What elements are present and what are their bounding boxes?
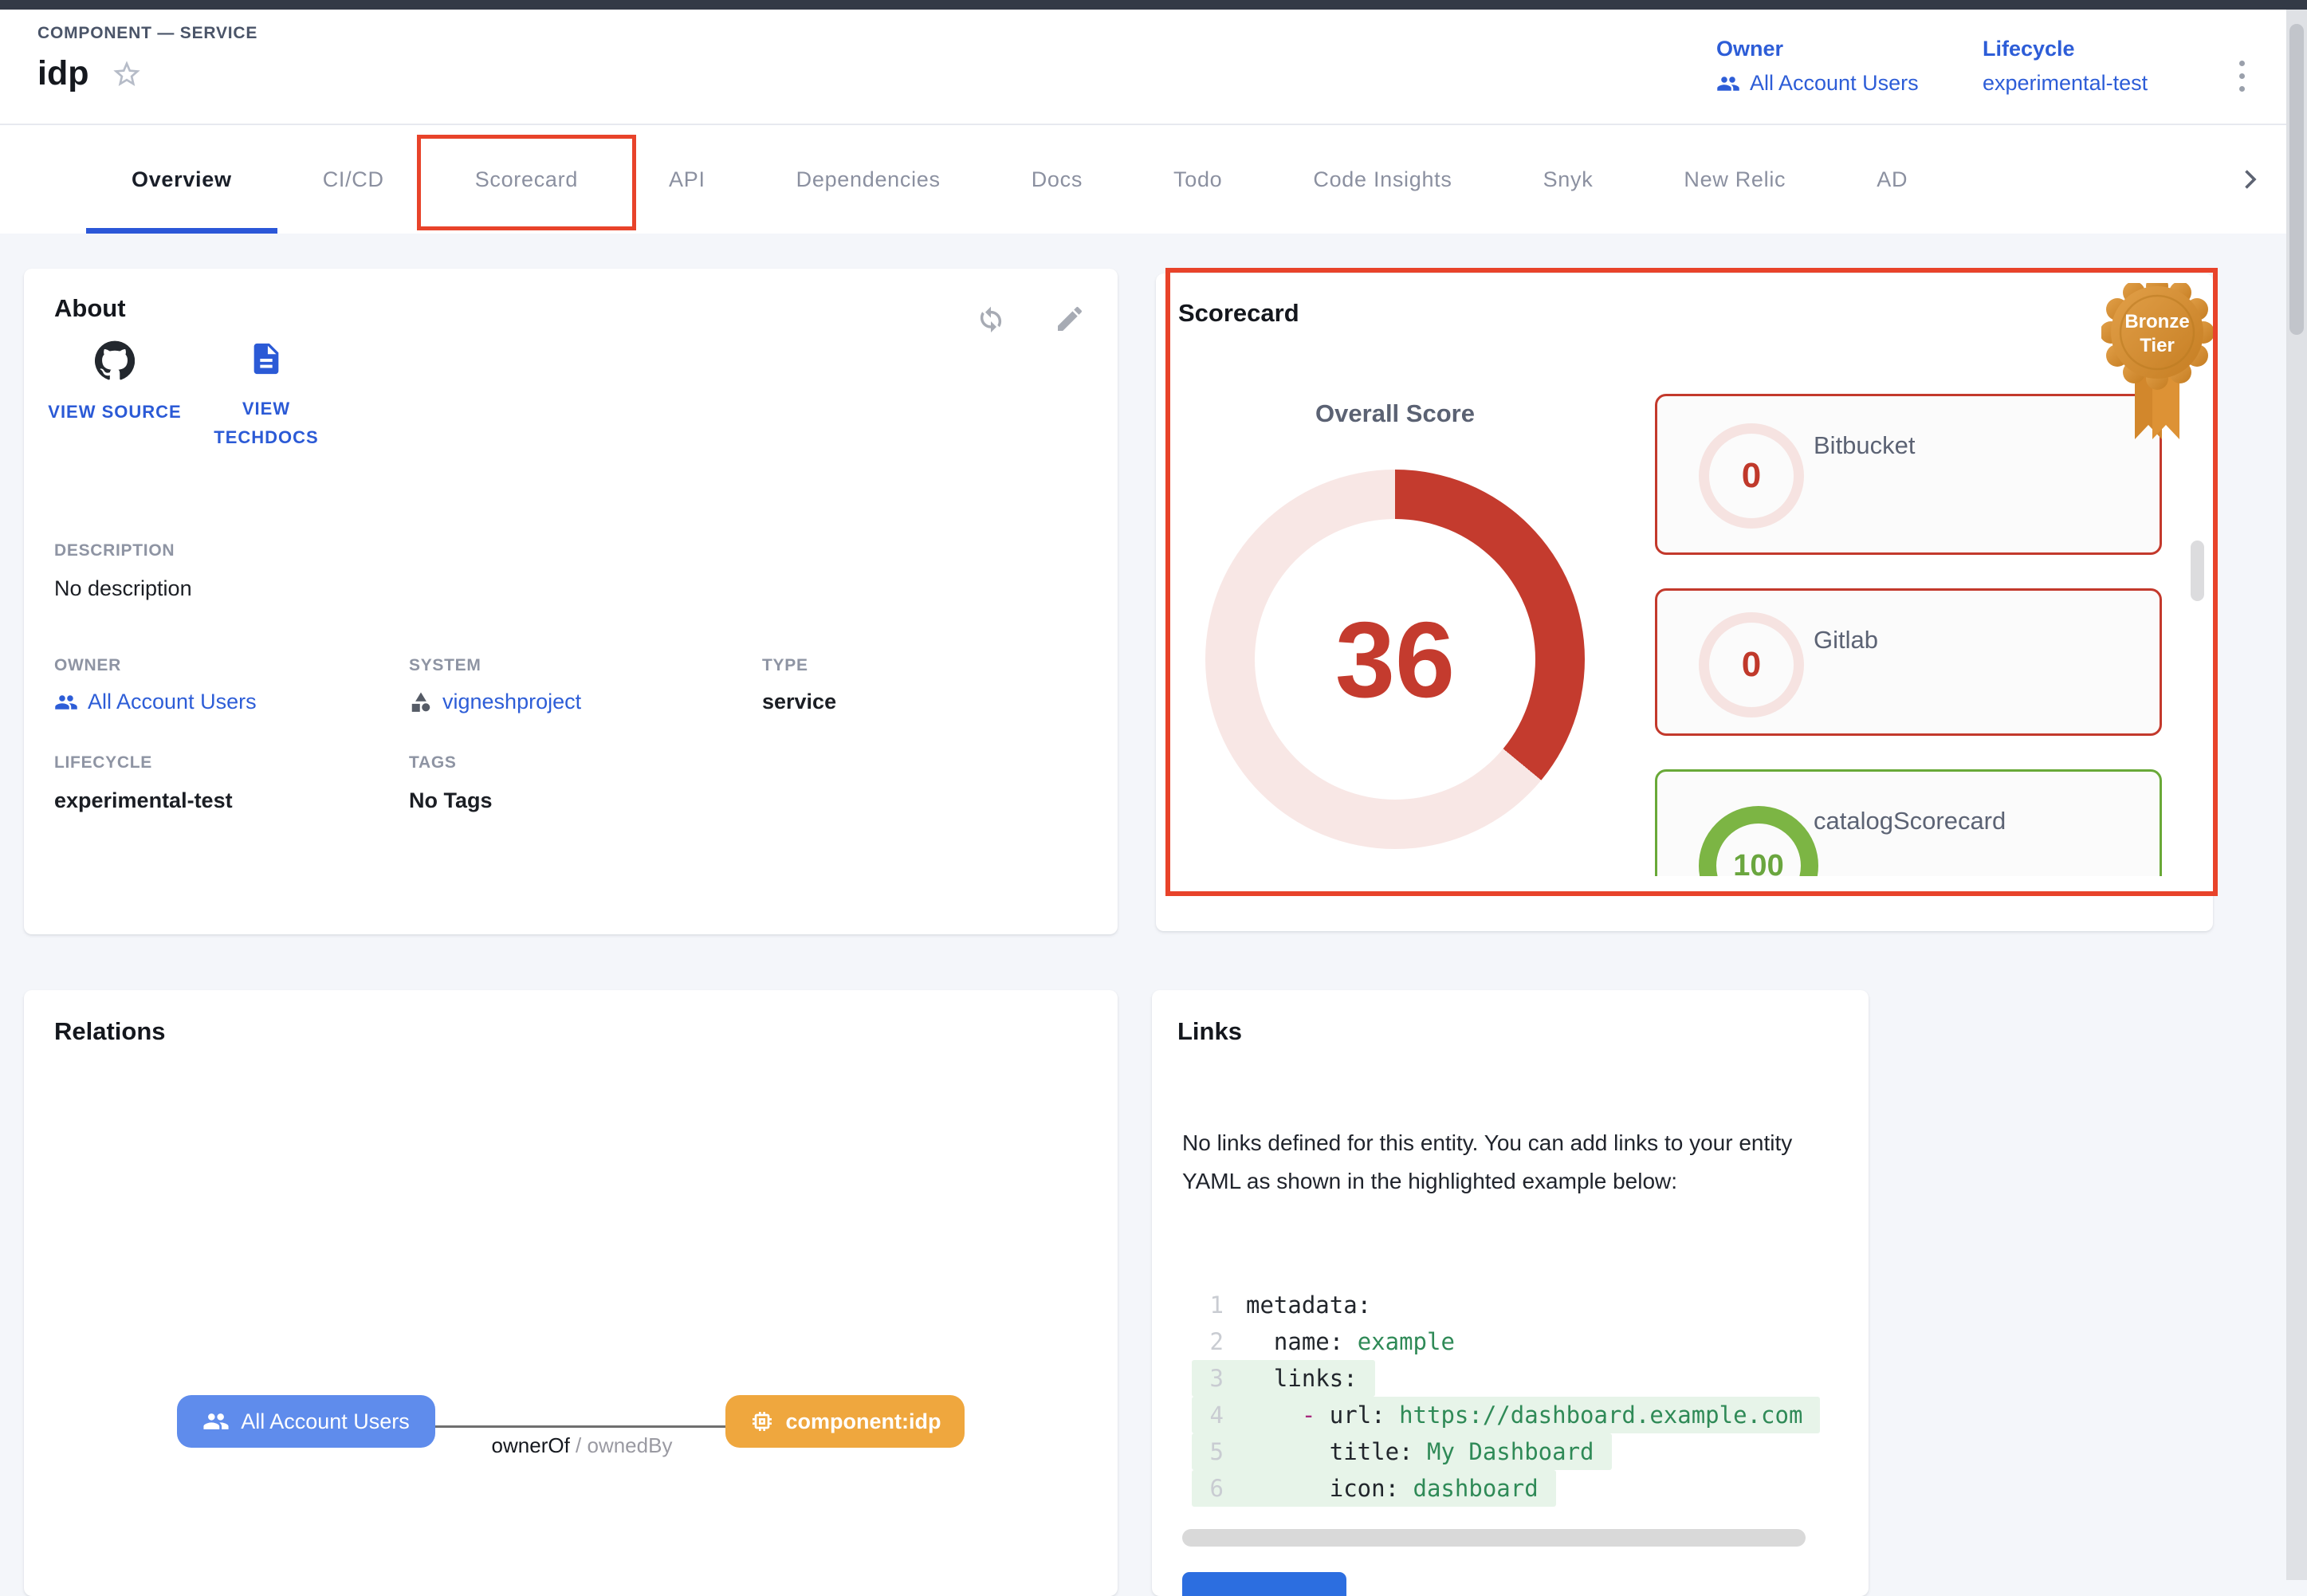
relation-node-component[interactable]: component:idp [725, 1395, 965, 1448]
code-line-1: 1 metadata: [1209, 1291, 1372, 1319]
description-label: DESCRIPTION [54, 541, 175, 560]
code-line-2: 2 name: example [1209, 1328, 1455, 1355]
code-horizontal-scrollbar[interactable] [1182, 1529, 1806, 1547]
tab-code-insights[interactable]: Code Insights [1313, 167, 1452, 191]
owner-field-label: OWNER [54, 656, 121, 674]
lifecycle-label: Lifecycle [1983, 37, 2075, 61]
tabs-overflow-chevron-icon[interactable] [2235, 125, 2264, 234]
lifecycle-meta: Lifecycle experimental-test [1983, 37, 2148, 96]
code-line-4: 4 - url: https://dashboard.example.com [1192, 1397, 1821, 1433]
tags-field-label: TAGS [409, 753, 457, 772]
type-field-value: service [762, 690, 837, 713]
view-techdocs-button[interactable]: VIEW TECHDOCS [196, 340, 336, 452]
refresh-icon[interactable] [974, 302, 1008, 336]
breadcrumb: COMPONENT — SERVICE [37, 24, 258, 42]
score-item-value: 0 [1699, 423, 1804, 529]
relation-node-owner-label: All Account Users [241, 1409, 410, 1433]
badge-line2: Tier [2140, 335, 2175, 356]
code-line-3: 3 links: [1192, 1360, 1375, 1397]
page-scrollbar-thumb[interactable] [2289, 24, 2304, 335]
links-card: Links No links defined for this entity. … [1152, 990, 1869, 1596]
relation-node-component-label: component:idp [785, 1409, 941, 1433]
edit-pencil-icon[interactable] [1054, 302, 1086, 336]
tab-todo[interactable]: Todo [1173, 167, 1223, 191]
about-card: About VIEW SOURCE VIEW TECHDOCS DESCRIPT… [24, 269, 1118, 934]
tab-scorecard[interactable]: Scorecard [416, 125, 637, 234]
system-field-link[interactable]: vigneshproject [409, 690, 581, 714]
tab-ci-cd[interactable]: CI/CD [322, 167, 384, 191]
scorecard-title: Scorecard [1178, 299, 1299, 327]
score-item-value: 100 [1699, 806, 1818, 876]
owner-meta: Owner All Account Users [1716, 37, 1919, 96]
relation-node-owner[interactable]: All Account Users [177, 1395, 435, 1448]
yaml-code-block: 1 metadata: 2 name: example 3 links: 4 - url… [1192, 1287, 1826, 1507]
system-field-value: vigneshproject [442, 690, 582, 713]
tab-overview[interactable]: Overview [86, 125, 277, 234]
scorecard-scrollbar-thumb[interactable] [2191, 541, 2204, 601]
score-item-gitlab[interactable]: 0 Gitlab [1655, 588, 2162, 736]
relation-edge-label: ownerOf / ownedBy [491, 1433, 673, 1457]
score-item-name: Bitbucket [1814, 431, 1916, 459]
chip-icon [749, 1409, 775, 1434]
score-item-value: 0 [1699, 611, 1804, 717]
overall-score-gauge: 36 [1205, 470, 1585, 849]
tab-bar: Overview CI/CD Scorecard API Dependencies Doc… [0, 125, 2307, 234]
about-title: About [54, 294, 126, 322]
relations-card: Relations All Account Users component:id… [24, 990, 1118, 1596]
tab-dependencies[interactable]: Dependencies [796, 167, 941, 191]
view-source-button[interactable]: VIEW SOURCE [45, 340, 185, 452]
tab-api[interactable]: API [669, 167, 705, 191]
people-icon [202, 1408, 230, 1435]
view-source-label: VIEW SOURCE [48, 402, 182, 422]
tab-snyk[interactable]: Snyk [1543, 167, 1594, 191]
favorite-star-icon[interactable] [111, 58, 143, 90]
overall-score-label: Overall Score [1315, 399, 1475, 427]
browser-chrome-bar [0, 0, 2307, 10]
links-empty-text: No links defined for this entity. You ca… [1182, 1130, 1793, 1193]
entity-header: COMPONENT — SERVICE idp Owner All Accoun… [0, 10, 2307, 125]
lifecycle-value: experimental-test [1983, 71, 2148, 95]
lifecycle-field-value: experimental-test [54, 788, 233, 812]
people-icon [54, 690, 78, 714]
score-item-bitbucket[interactable]: 0 Bitbucket [1655, 394, 2162, 555]
code-line-6: 6 icon: dashboard [1192, 1470, 1556, 1507]
techdocs-document-icon [248, 340, 285, 377]
tags-field-value: No Tags [409, 788, 493, 812]
type-field-label: TYPE [762, 656, 808, 674]
relation-reverse-label: ownedBy [587, 1433, 673, 1457]
tab-ad[interactable]: AD [1877, 167, 1908, 191]
score-item-name: Gitlab [1814, 626, 1878, 654]
lifecycle-field-label: LIFECYCLE [54, 753, 152, 772]
score-item-name: catalogScorecard [1814, 807, 2006, 835]
system-field-label: SYSTEM [409, 656, 481, 674]
owner-link[interactable]: All Account Users [1716, 71, 1919, 96]
relation-forward-label: ownerOf [491, 1433, 570, 1457]
tab-new-relic[interactable]: New Relic [1684, 167, 1786, 191]
badge-line1: Bronze [2124, 311, 2189, 332]
system-category-icon [409, 690, 433, 714]
links-title: Links [1177, 1017, 1242, 1045]
bronze-tier-badge: Bronze Tier [2100, 275, 2213, 446]
owner-field-value: All Account Users [88, 690, 257, 713]
more-options-button[interactable] [2226, 48, 2258, 104]
github-icon [95, 340, 135, 380]
owner-label: Owner [1716, 37, 1784, 61]
code-line-5: 5 title: My Dashboard [1192, 1433, 1612, 1470]
relation-edge-line [435, 1425, 729, 1428]
score-item-catalogscorecard[interactable]: 100 catalogScorecard [1655, 769, 2162, 876]
people-icon [1716, 72, 1740, 96]
scorecard-item-list: 0 Bitbucket 0 Gitlab 100 catalogScorecard [1655, 385, 2170, 876]
relations-title: Relations [54, 1017, 166, 1045]
view-techdocs-label: VIEW TECHDOCS [214, 399, 319, 447]
owner-value: All Account Users [1750, 71, 1919, 95]
tab-docs[interactable]: Docs [1031, 167, 1083, 191]
page-title: idp [37, 54, 89, 92]
scorecard-card: Scorecard Overall Score 36 0 Bitbucket 0 Gi… [1156, 273, 2213, 931]
overall-score-value: 36 [1334, 599, 1456, 720]
owner-field-link[interactable]: All Account Users [54, 690, 257, 714]
links-action-button[interactable] [1182, 1572, 1346, 1596]
description-value: No description [54, 576, 192, 600]
